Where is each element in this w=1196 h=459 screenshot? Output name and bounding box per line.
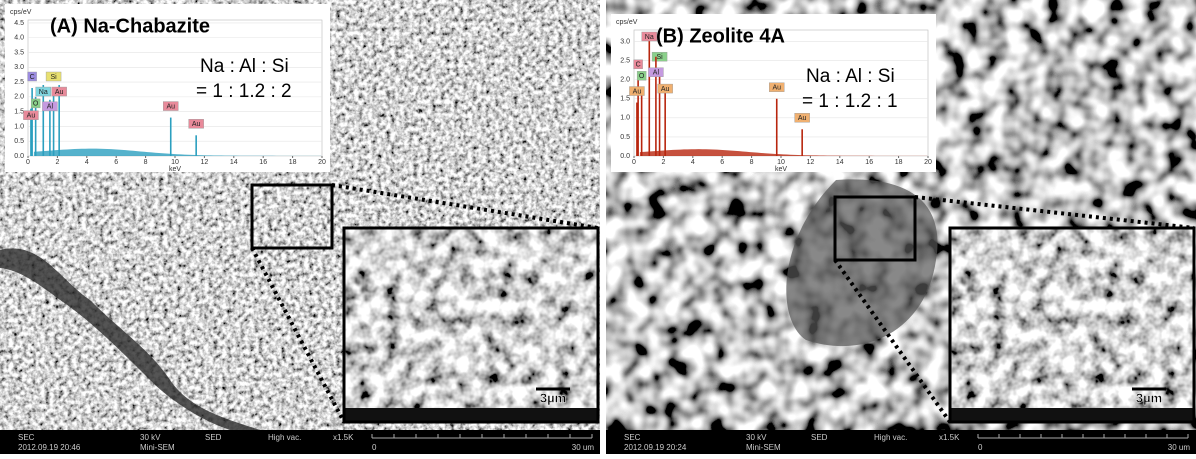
footer-text: High vac. xyxy=(874,433,907,442)
y-tick-label: 4.5 xyxy=(14,20,24,27)
footer-text: High vac. xyxy=(268,433,301,442)
scale-bar-label: 3µm xyxy=(1136,390,1162,405)
footer-text: x1.5K xyxy=(939,433,960,442)
x-tick-label: 16 xyxy=(865,159,873,166)
ratio-label: Na : Al : Si xyxy=(200,56,289,77)
peak-label: Al xyxy=(653,70,660,77)
y-tick-label: 0.0 xyxy=(620,153,630,160)
y-tick-label: 0.5 xyxy=(620,134,630,141)
y-tick-label: 1.5 xyxy=(14,108,24,115)
peak-label: Au xyxy=(192,121,201,128)
peak-label: O xyxy=(639,73,645,80)
footer-text: Mini-SEM xyxy=(746,443,781,452)
x-tick-label: 12 xyxy=(201,159,209,166)
peak-label: Al xyxy=(47,104,54,111)
x-tick-label: 18 xyxy=(895,159,903,166)
y-tick-label: 3.0 xyxy=(620,38,630,45)
y-tick-label: 1.0 xyxy=(620,115,630,122)
y-tick-label: 3.0 xyxy=(14,64,24,71)
peak-label: Au xyxy=(55,89,64,96)
peak-label: Si xyxy=(656,54,663,61)
x-tick-label: 14 xyxy=(836,159,844,166)
peak-label: Au xyxy=(633,88,642,95)
ratio-label: Na : Al : Si xyxy=(806,66,895,87)
footer-text: 2012.09.19 20:24 xyxy=(624,443,687,452)
panel-title: (A) Na-Chabazite xyxy=(50,15,210,37)
x-tick-label: 4 xyxy=(691,159,695,166)
x-tick-label: 10 xyxy=(777,159,785,166)
y-tick-label: 2.5 xyxy=(620,57,630,64)
y-tick-label: 3.5 xyxy=(14,49,24,56)
x-tick-label: 2 xyxy=(55,159,59,166)
x-tick-label: 4 xyxy=(85,159,89,166)
peak-label: Au xyxy=(27,113,36,120)
footer-text: SED xyxy=(811,433,828,442)
peak-label: Au xyxy=(772,85,781,92)
peak-label: O xyxy=(33,101,39,108)
footer-text: 0 xyxy=(372,443,377,452)
x-tick-label: 2 xyxy=(661,159,665,166)
y-tick-label: 1.0 xyxy=(14,123,24,130)
y-tick-label: 2.0 xyxy=(620,76,630,83)
y-tick-label: 0.5 xyxy=(14,138,24,145)
peak-label: Na xyxy=(39,89,48,96)
peak-label: Na xyxy=(645,34,654,41)
x-tick-label: 8 xyxy=(144,159,148,166)
panel-title: (B) Zeolite 4A xyxy=(656,25,785,47)
y-unit: cps/eV xyxy=(616,19,638,26)
y-tick-label: 2.5 xyxy=(14,79,24,86)
footer-text: SEC xyxy=(18,433,35,442)
y-tick-label: 0.0 xyxy=(14,153,24,160)
peak-label: C xyxy=(30,74,35,81)
peak-label: Si xyxy=(50,74,57,81)
scale-bar-label: 3µm xyxy=(540,390,566,405)
x-tick-label: 0 xyxy=(632,159,636,166)
footer-text: Mini-SEM xyxy=(140,443,175,452)
x-tick-label: 12 xyxy=(807,159,815,166)
figure: SEC2012.09.19 20:4630 kVMini-SEMSEDHigh … xyxy=(0,0,1196,454)
inset-footer xyxy=(344,408,598,422)
footer-text: SEC xyxy=(624,433,641,442)
x-tick-label: 16 xyxy=(259,159,267,166)
x-axis-label: keV xyxy=(775,166,787,173)
peak-label: Au xyxy=(798,115,807,122)
x-tick-label: 0 xyxy=(26,159,30,166)
footer-text: 30 kV xyxy=(746,433,767,442)
footer-text: 0 xyxy=(978,443,983,452)
peak-label: Au xyxy=(166,103,175,110)
ratio-value: = 1 : 1.2 : 2 xyxy=(196,81,292,102)
x-axis-label: keV xyxy=(169,166,181,173)
x-tick-label: 20 xyxy=(924,159,932,166)
peak-label: C xyxy=(636,62,641,69)
x-tick-label: 8 xyxy=(750,159,754,166)
footer-text: SED xyxy=(205,433,222,442)
x-tick-label: 6 xyxy=(114,159,118,166)
inset-footer xyxy=(950,408,1194,422)
footer-text: 2012.09.19 20:46 xyxy=(18,443,81,452)
footer-text: 30 um xyxy=(1168,443,1191,452)
x-tick-label: 10 xyxy=(171,159,179,166)
footer-text: 30 um xyxy=(572,443,595,452)
x-tick-label: 18 xyxy=(289,159,297,166)
footer-text: x1.5K xyxy=(333,433,354,442)
y-tick-label: 1.5 xyxy=(620,96,630,103)
y-tick-label: 4.0 xyxy=(14,35,24,42)
ratio-value: = 1 : 1.2 : 1 xyxy=(802,91,898,112)
x-tick-label: 20 xyxy=(318,159,326,166)
y-unit: cps/eV xyxy=(10,9,32,16)
x-tick-label: 14 xyxy=(230,159,238,166)
y-tick-label: 2.0 xyxy=(14,94,24,101)
x-tick-label: 6 xyxy=(720,159,724,166)
footer-text: 30 kV xyxy=(140,433,161,442)
peak-label: Au xyxy=(661,86,670,93)
